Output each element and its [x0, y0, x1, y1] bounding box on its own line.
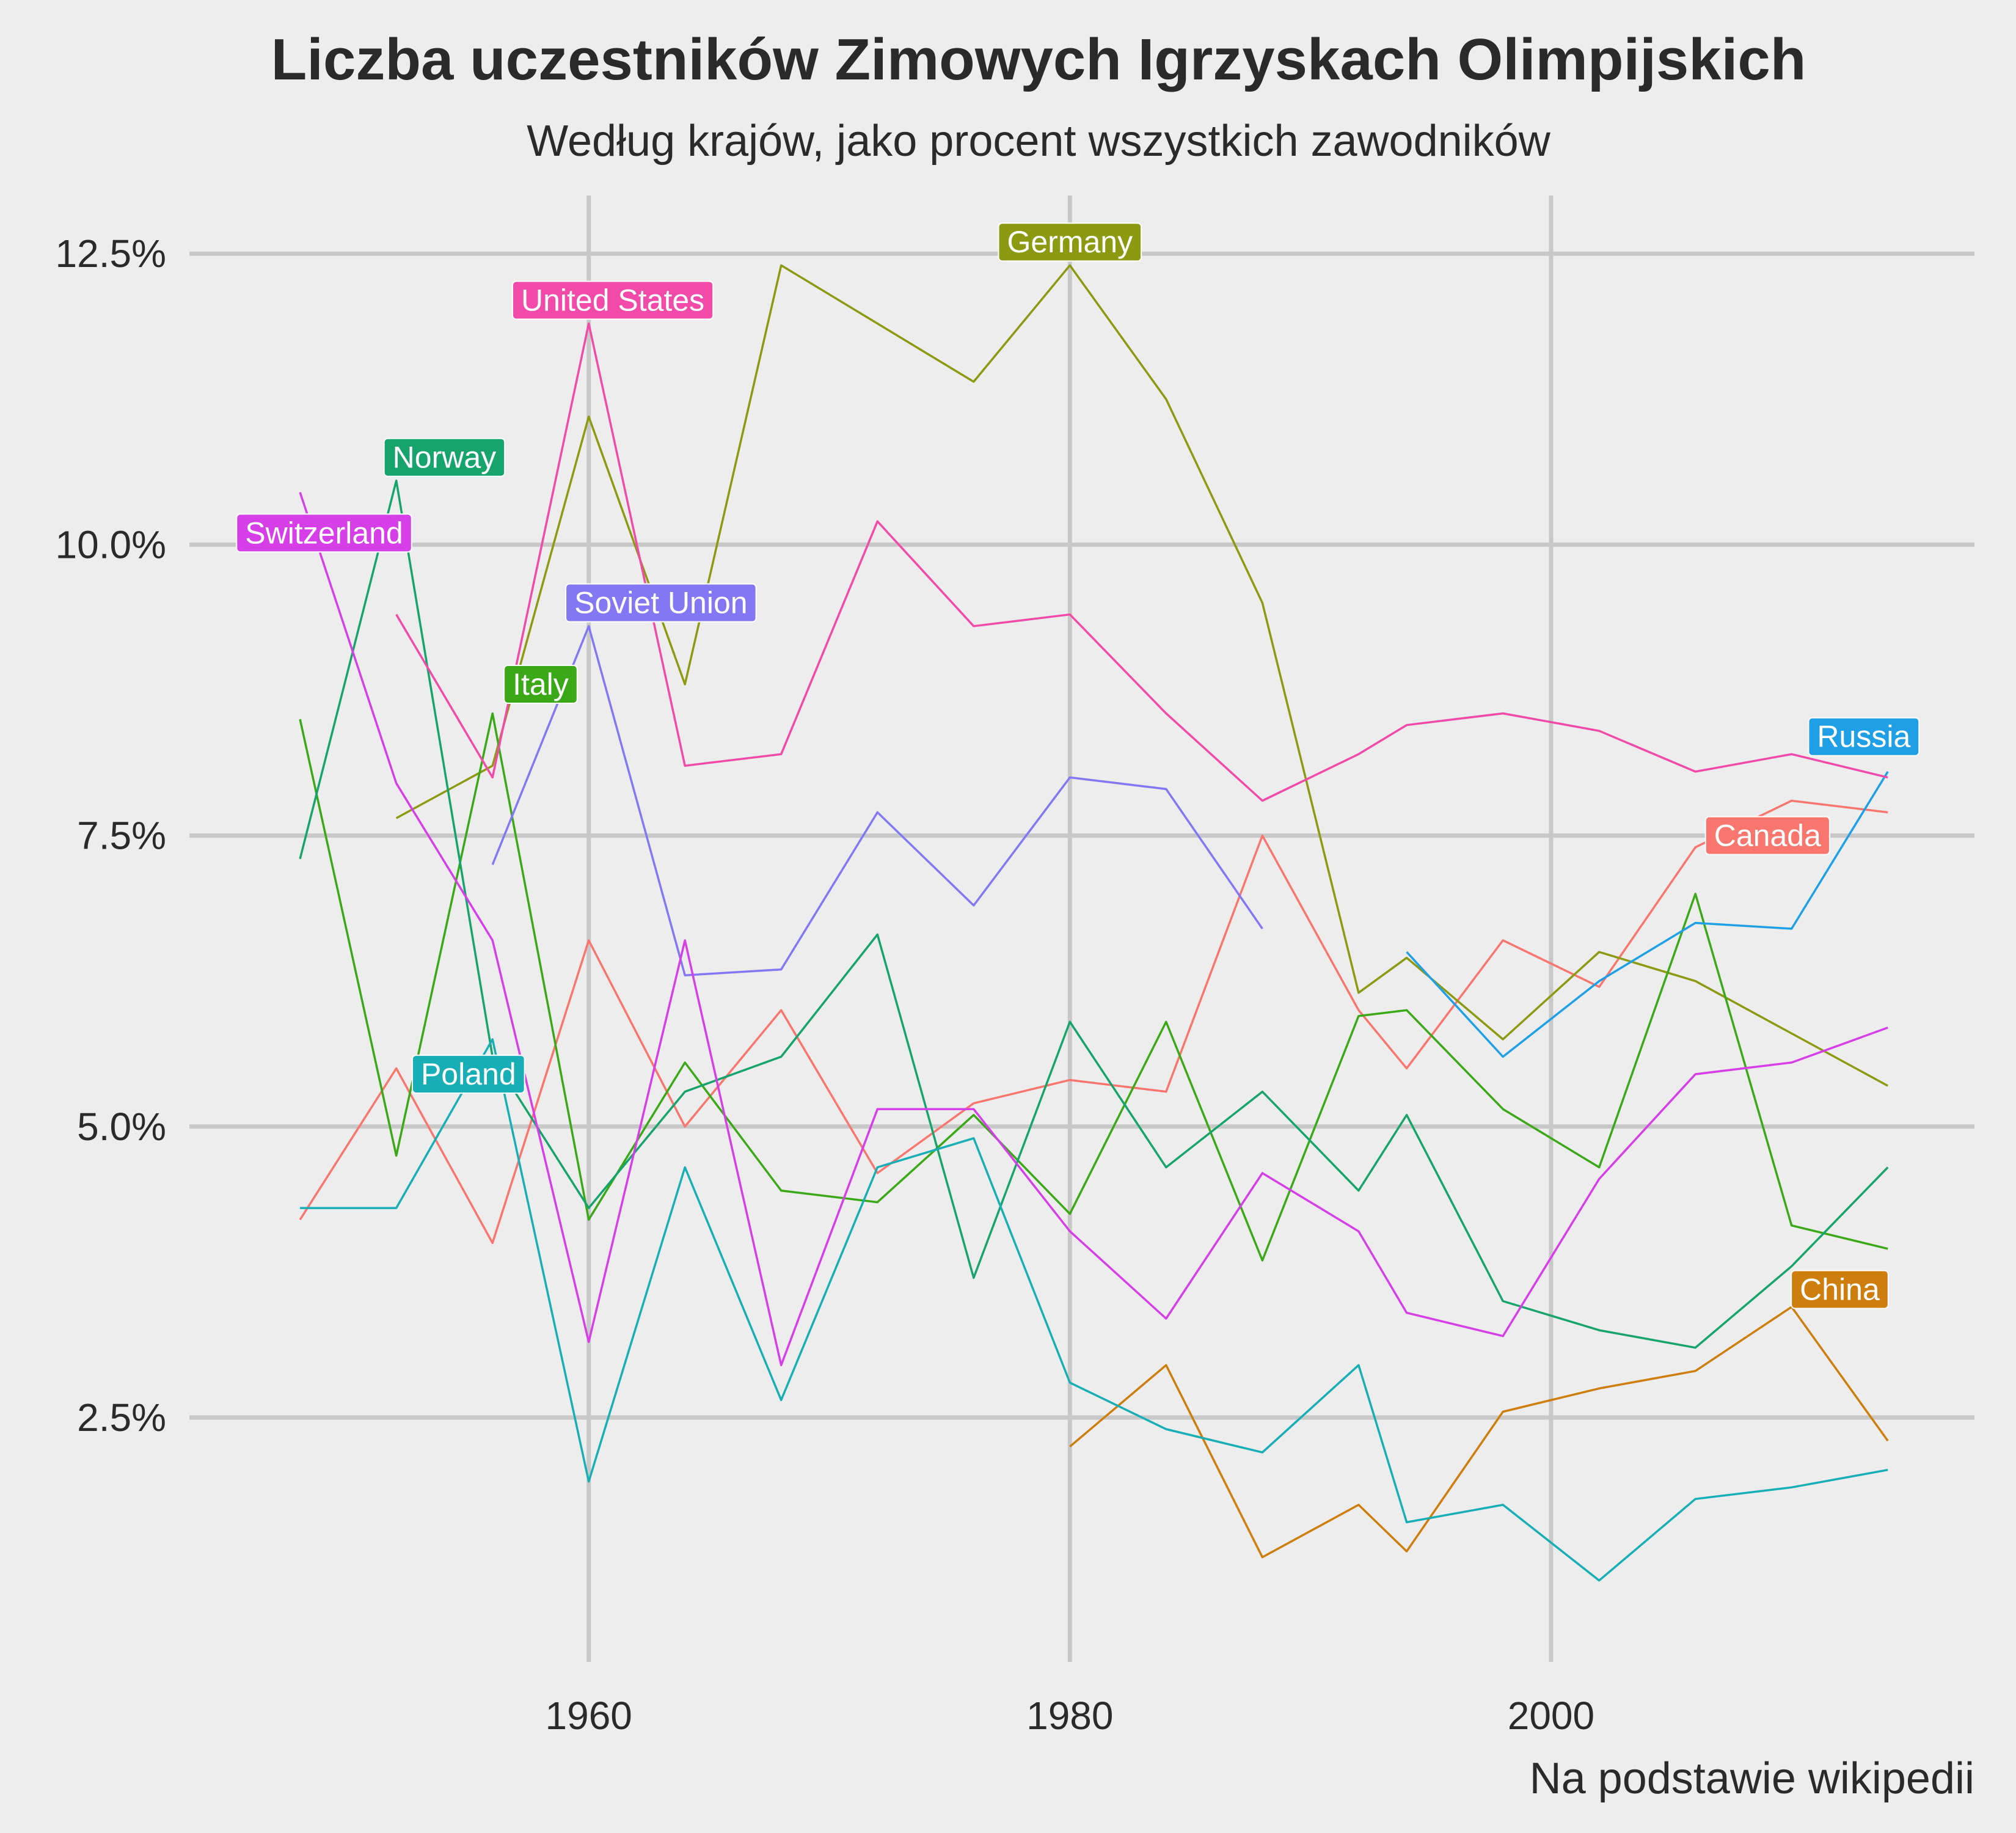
- series-lines: [299, 264, 1889, 1582]
- series-labels: Canada China Germany Italy Norway Poland Russi…: [236, 222, 1920, 1309]
- label-text-china: China: [1800, 1272, 1880, 1306]
- label-box-norway: [383, 437, 506, 477]
- label-box-soviet-union: [565, 583, 757, 623]
- label-box-russia: [1808, 717, 1920, 756]
- label-box-italy: [503, 665, 578, 704]
- label-box-germany: [998, 222, 1142, 262]
- series-label-norway: Norway: [383, 437, 506, 477]
- series-line-germany: [395, 264, 1889, 1087]
- label-text-germany: Germany: [1007, 225, 1133, 259]
- series-line-united-states: [395, 322, 1888, 802]
- series-label-germany: Germany: [998, 222, 1142, 262]
- series-label-soviet-union: Soviet Union: [565, 583, 757, 623]
- label-box-china: [1791, 1270, 1889, 1309]
- series-line-soviet-union: [491, 625, 1263, 976]
- x-tick-label: 2000: [1508, 1694, 1594, 1738]
- series-label-united-states: United States: [512, 280, 714, 320]
- series-label-russia: Russia: [1808, 717, 1920, 756]
- label-box-poland: [411, 1055, 525, 1094]
- series-label-poland: Poland: [411, 1055, 525, 1094]
- series-line-poland: [300, 1038, 1888, 1582]
- series-label-china: China: [1791, 1270, 1889, 1309]
- label-text-switzerland: Switzerland: [245, 516, 403, 550]
- series-line-china: [1069, 1306, 1889, 1559]
- y-tick-label: 10.0%: [56, 522, 166, 566]
- series-line-norway: [299, 479, 1889, 1349]
- label-text-united-states: United States: [521, 283, 704, 317]
- y-tick-label: 12.5%: [56, 232, 166, 276]
- series-line-switzerland: [299, 492, 1888, 1367]
- series-line-italy: [299, 712, 1888, 1262]
- y-axis: 2.5% 5.0% 7.5% 10.0% 12.5%: [56, 232, 166, 1440]
- chart-title: Liczba uczestników Zimowych Igrzyskach O…: [271, 27, 1806, 92]
- y-tick-label: 7.5%: [77, 814, 166, 858]
- label-box-switzerland: [236, 513, 412, 553]
- series-label-canada: Canada: [1704, 816, 1830, 855]
- label-text-italy: Italy: [513, 667, 569, 701]
- chart-subtitle: Według krajów, jako procent wszystkich z…: [527, 117, 1550, 166]
- y-tick-label: 2.5%: [77, 1396, 166, 1440]
- chart-caption: Na podstawie wikipedii: [1530, 1754, 1974, 1803]
- series-line-russia: [1406, 770, 1889, 1058]
- label-text-soviet-union: Soviet Union: [574, 586, 748, 620]
- label-text-russia: Russia: [1817, 720, 1910, 754]
- x-tick-label: 1960: [546, 1694, 632, 1738]
- x-tick-label: 1980: [1026, 1694, 1113, 1738]
- y-tick-label: 5.0%: [77, 1105, 166, 1149]
- label-text-canada: Canada: [1714, 819, 1821, 853]
- label-text-poland: Poland: [421, 1057, 516, 1091]
- label-text-norway: Norway: [393, 441, 496, 475]
- label-box-canada: [1704, 816, 1830, 855]
- series-label-italy: Italy: [503, 665, 578, 704]
- series-label-switzerland: Switzerland: [236, 513, 412, 553]
- x-axis: 1960 1980 2000: [546, 1694, 1595, 1738]
- grid: [189, 196, 1974, 1662]
- series-line-canada: [299, 799, 1888, 1245]
- label-box-united-states: [512, 280, 714, 320]
